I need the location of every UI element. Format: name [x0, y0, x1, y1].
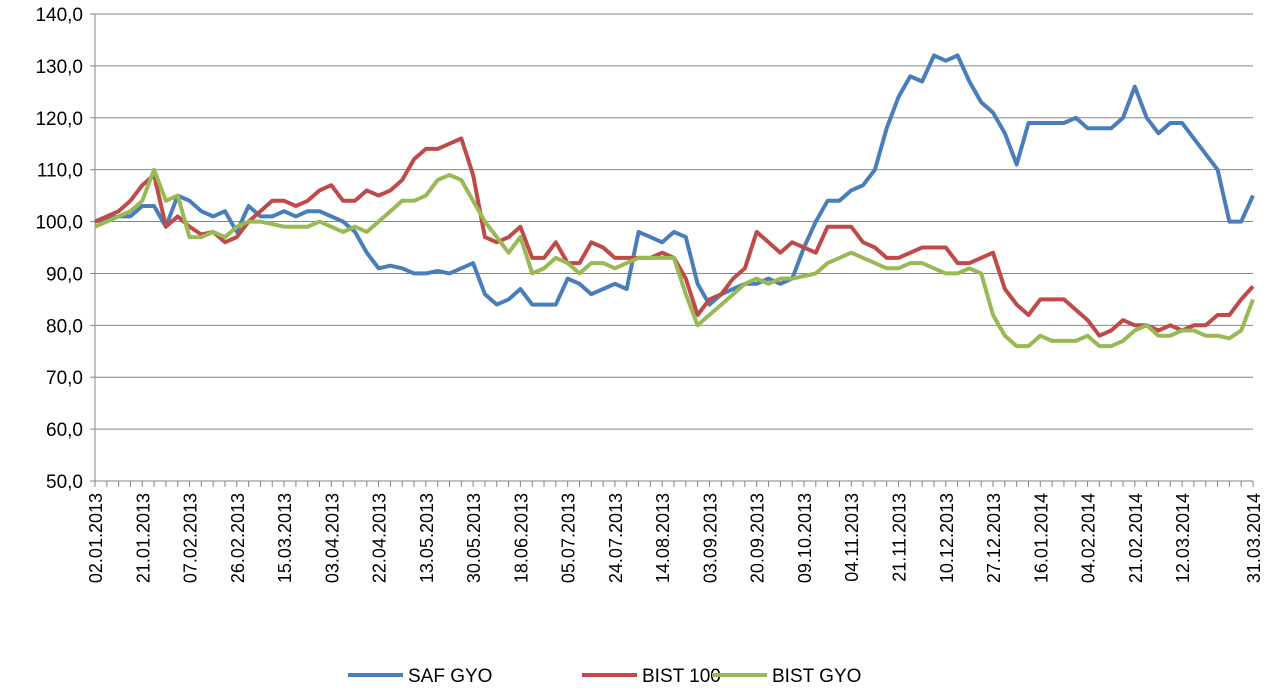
x-tick-group: 07.02.2013 — [181, 493, 201, 583]
series-line — [94, 53, 1255, 307]
y-tick-label: 60,0 — [46, 420, 83, 441]
x-tick-label: 20.09.2013 — [748, 493, 768, 583]
x-tick-label: 10.12.2013 — [937, 493, 957, 583]
x-tick-group: 27.12.2013 — [984, 493, 1004, 583]
legend-label: BIST 100 — [642, 666, 721, 687]
x-tick-label: 18.06.2013 — [511, 493, 531, 583]
x-tick-label: 31.03.2014 — [1244, 493, 1264, 583]
y-tick-label: 80,0 — [46, 316, 83, 337]
x-tick-label: 09.10.2013 — [795, 493, 815, 583]
y-tick-label: 100,0 — [35, 213, 83, 234]
x-tick-group: 14.08.2013 — [653, 493, 673, 583]
x-tick-label: 13.05.2013 — [417, 493, 437, 583]
x-tick-label: 07.02.2013 — [181, 493, 201, 583]
x-tick-group: 30.05.2013 — [464, 493, 484, 583]
x-tick-label: 14.08.2013 — [653, 493, 673, 583]
x-tick-group: 18.06.2013 — [511, 493, 531, 583]
x-tick-group: 21.01.2013 — [133, 493, 153, 583]
x-tick-group: 09.10.2013 — [795, 493, 815, 583]
legend-label: SAF GYO — [408, 666, 492, 687]
x-tick-label: 05.07.2013 — [559, 493, 579, 583]
x-tick-group: 24.07.2013 — [606, 493, 626, 583]
x-tick-group: 13.05.2013 — [417, 493, 437, 583]
x-tick-group: 15.03.2013 — [275, 493, 295, 583]
x-tick-label: 21.02.2014 — [1126, 493, 1146, 583]
x-tick-label: 12.03.2014 — [1173, 493, 1193, 583]
x-tick-group: 26.02.2013 — [228, 493, 248, 583]
y-tick-label: 120,0 — [35, 109, 83, 130]
x-tick-group: 31.03.2014 — [1244, 493, 1264, 583]
x-tick-label: 15.03.2013 — [275, 493, 295, 583]
y-tick-label: 140,0 — [35, 5, 83, 26]
x-tick-group: 03.09.2013 — [700, 493, 720, 583]
x-tick-label: 04.11.2013 — [842, 493, 862, 582]
x-tick-group: 02.01.2013 — [86, 493, 106, 583]
x-tick-label: 27.12.2013 — [984, 493, 1004, 583]
x-tick-group: 22.04.2013 — [370, 493, 390, 583]
x-tick-group: 05.07.2013 — [559, 493, 579, 583]
x-tick-group: 03.04.2013 — [322, 493, 342, 583]
x-tick-label: 02.01.2013 — [86, 493, 106, 583]
y-tick-label: 50,0 — [46, 472, 83, 493]
x-tick-group: 04.11.2013 — [842, 493, 862, 582]
series-line — [94, 167, 1255, 349]
x-tick-label: 04.02.2014 — [1079, 493, 1099, 583]
x-tick-label: 24.07.2013 — [606, 493, 626, 583]
x-tick-group: 21.11.2013 — [890, 493, 910, 582]
y-tick-label: 70,0 — [46, 368, 83, 389]
x-tick-label: 26.02.2013 — [228, 493, 248, 583]
y-tick-label: 110,0 — [37, 161, 83, 182]
x-tick-label: 22.04.2013 — [370, 493, 390, 583]
x-tick-label: 21.01.2013 — [133, 493, 153, 583]
x-tick-label: 16.01.2014 — [1031, 493, 1051, 583]
x-tick-group: 04.02.2014 — [1079, 493, 1099, 583]
x-tick-group: 21.02.2014 — [1126, 493, 1146, 583]
legend-label: BIST GYO — [772, 666, 861, 687]
x-tick-group: 10.12.2013 — [937, 493, 957, 583]
x-tick-label: 03.04.2013 — [322, 493, 342, 583]
x-tick-label: 03.09.2013 — [700, 493, 720, 583]
series-line — [94, 136, 1255, 338]
x-tick-label: 30.05.2013 — [464, 493, 484, 583]
x-tick-group: 16.01.2014 — [1031, 493, 1051, 583]
y-tick-label: 130,0 — [35, 57, 83, 78]
y-tick-label: 90,0 — [46, 264, 83, 285]
x-tick-group: 20.09.2013 — [748, 493, 768, 583]
x-tick-group: 12.03.2014 — [1173, 493, 1193, 583]
x-tick-label: 21.11.2013 — [890, 493, 910, 582]
